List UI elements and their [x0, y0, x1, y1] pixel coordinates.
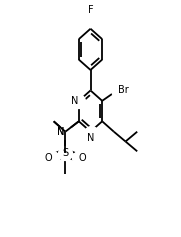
Text: N: N — [87, 133, 94, 143]
Text: O: O — [79, 153, 86, 163]
Text: S: S — [62, 148, 68, 158]
Text: N: N — [57, 127, 65, 137]
Text: F: F — [88, 5, 93, 15]
Text: O: O — [45, 153, 52, 163]
Text: N: N — [57, 127, 65, 137]
Text: N: N — [71, 96, 78, 106]
Text: Br: Br — [118, 86, 129, 96]
